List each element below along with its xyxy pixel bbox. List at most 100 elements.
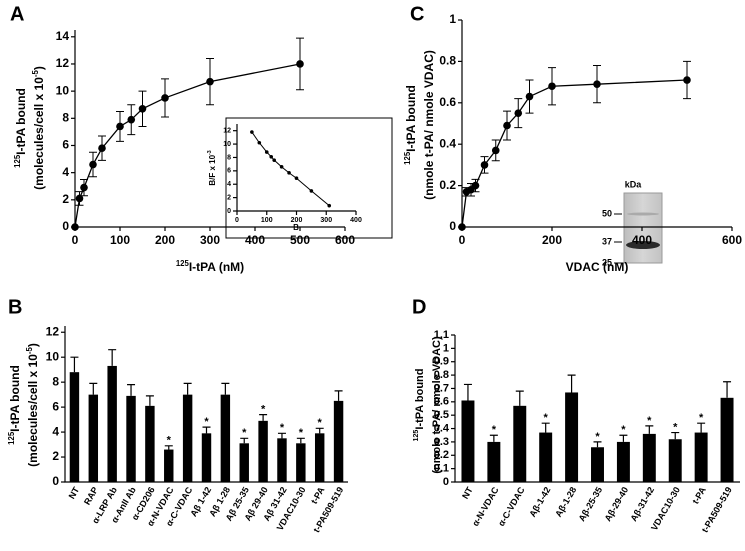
label-part: (molecules/cell x 10 bbox=[26, 354, 40, 467]
data-point bbox=[269, 154, 274, 159]
bar bbox=[333, 400, 344, 482]
y-tick-label: 1 bbox=[449, 12, 456, 26]
y-axis-label: (molecules/cell x 10-5) bbox=[25, 343, 41, 467]
x-tick-label: α-C-VDAC bbox=[496, 485, 527, 528]
error-bar bbox=[240, 437, 249, 444]
error-bar bbox=[567, 374, 576, 393]
gel-marker-label: 50 bbox=[602, 208, 612, 218]
label-part: I-tPA bound bbox=[404, 85, 418, 152]
axis-line bbox=[461, 20, 732, 228]
error-bar bbox=[296, 437, 305, 444]
bar bbox=[220, 394, 231, 482]
gel-band bbox=[626, 241, 660, 249]
label-part: VDAC (nM) bbox=[566, 260, 629, 274]
x-tick-label: RAP bbox=[82, 485, 100, 506]
error-bar bbox=[671, 431, 680, 440]
label-part: 125 bbox=[13, 154, 22, 168]
gel-image bbox=[623, 192, 663, 264]
data-point bbox=[98, 144, 106, 152]
data-point bbox=[471, 181, 480, 190]
y-tick-label: 0.9 bbox=[434, 356, 449, 368]
error-bar bbox=[315, 427, 324, 434]
significance-mark: * bbox=[544, 412, 549, 424]
bar bbox=[277, 438, 287, 482]
label-part: B bbox=[293, 223, 299, 232]
significance-mark: * bbox=[673, 421, 678, 433]
bar bbox=[296, 443, 306, 482]
y-tick-label: 0.8 bbox=[434, 369, 449, 381]
panel-letter: C bbox=[410, 3, 424, 25]
error-bar bbox=[108, 349, 117, 366]
error-bar bbox=[277, 432, 286, 439]
gel-marker-label: 37 bbox=[602, 236, 612, 246]
error-bar bbox=[541, 422, 550, 433]
gel-marker-label: 25 bbox=[602, 257, 612, 267]
bar bbox=[668, 439, 682, 482]
gel-band bbox=[627, 212, 659, 216]
x-tick-label: Aβ-29-40 bbox=[603, 485, 631, 523]
inset-y-label: B/F x 10-3 bbox=[207, 150, 217, 185]
label-part: I-tPA (nM) bbox=[189, 260, 244, 274]
bar bbox=[182, 394, 193, 482]
bar bbox=[164, 449, 174, 482]
significance-mark: * bbox=[299, 427, 304, 439]
bar bbox=[145, 405, 155, 482]
y-tick-label: 8 bbox=[227, 154, 231, 161]
error-bar bbox=[489, 434, 498, 442]
x-tick-label: 200 bbox=[291, 217, 303, 224]
bar bbox=[616, 441, 630, 482]
data-point bbox=[309, 189, 314, 193]
significance-mark: * bbox=[167, 435, 172, 447]
y-tick-label: 0.5 bbox=[434, 409, 449, 421]
data-point bbox=[525, 92, 534, 101]
x-axis-label: 125I-tPA (nM) bbox=[176, 259, 244, 275]
significance-mark: * bbox=[595, 431, 600, 443]
y-tick-label: 0 bbox=[449, 219, 456, 233]
bar bbox=[720, 397, 734, 482]
y-tick-label: 0.2 bbox=[439, 178, 456, 192]
error-bar bbox=[145, 395, 154, 406]
data-point bbox=[287, 171, 291, 175]
x-tick-label: Aβ-31-42 bbox=[628, 485, 656, 523]
data-point bbox=[491, 146, 500, 155]
x-tick-label: 300 bbox=[320, 217, 332, 224]
label-part: (nmole t-PA/ nmole VDAC) bbox=[431, 336, 443, 474]
significance-mark: * bbox=[242, 427, 247, 439]
x-tick-label: 100 bbox=[261, 217, 273, 224]
x-tick-label: Aβ-25-35 bbox=[577, 485, 605, 523]
y-tick-label: 12 bbox=[223, 128, 231, 135]
bar bbox=[314, 433, 325, 482]
inset-x-label: B bbox=[293, 223, 299, 232]
y-tick-label: 12 bbox=[46, 324, 60, 338]
bar bbox=[539, 432, 553, 482]
label-part: I-tPA bound bbox=[8, 365, 22, 432]
error-bar bbox=[89, 382, 98, 395]
data-point bbox=[548, 82, 556, 91]
bar bbox=[88, 394, 99, 482]
y-tick-label: 0.4 bbox=[434, 422, 450, 434]
data-point bbox=[503, 121, 511, 130]
label-part: -3 bbox=[207, 150, 213, 155]
x-tick-label: 400 bbox=[245, 233, 265, 247]
significance-mark: * bbox=[280, 422, 285, 434]
bar bbox=[461, 400, 475, 482]
y-tick-label: 8 bbox=[62, 110, 69, 124]
significance-mark: * bbox=[621, 424, 626, 436]
y-tick-label: 0 bbox=[62, 219, 69, 233]
error-bar bbox=[202, 426, 211, 434]
data-point bbox=[116, 122, 124, 131]
label-part: 125 bbox=[7, 431, 16, 445]
y-tick-label: 0.1 bbox=[434, 463, 449, 475]
data-point bbox=[75, 194, 84, 203]
bar bbox=[239, 443, 249, 482]
data-point bbox=[264, 150, 269, 154]
data-point bbox=[89, 160, 97, 169]
y-tick-label: 0.6 bbox=[434, 396, 449, 408]
y-tick-label: 10 bbox=[223, 141, 231, 148]
data-point bbox=[71, 223, 79, 231]
error-bar bbox=[723, 381, 732, 398]
x-tick-label: t-PA bbox=[309, 485, 327, 506]
y-tick-label: 12 bbox=[56, 56, 70, 70]
label-part: ) bbox=[26, 343, 40, 347]
